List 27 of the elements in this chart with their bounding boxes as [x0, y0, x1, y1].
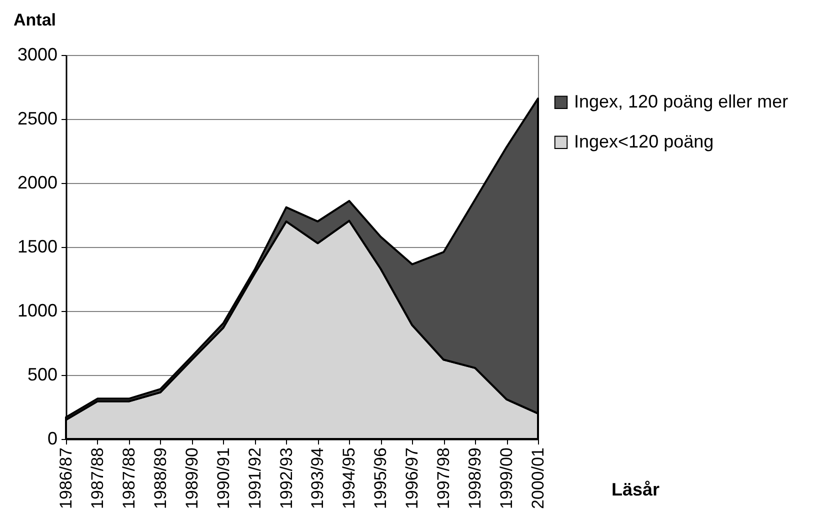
y-tick-label: 1000	[17, 300, 58, 320]
legend-label: Ingex<120 poäng	[574, 131, 714, 152]
x-tick-label: 1996/97	[402, 448, 422, 509]
x-axis-title: Läsår	[611, 480, 660, 500]
x-tick-label: 1997/98	[434, 448, 454, 509]
x-tick-label: 1993/94	[308, 448, 328, 509]
x-tick-label: 1989/90	[182, 448, 202, 509]
y-tick-label: 2500	[17, 108, 58, 128]
x-tick-label: 1988/89	[150, 448, 170, 509]
legend-label: Ingex, 120 poäng eller mer	[574, 91, 788, 112]
x-tick-label: 1992/93	[276, 448, 296, 509]
x-tick-label: 1998/99	[466, 448, 485, 509]
x-tick-label: 1987/88	[88, 448, 107, 509]
x-tick-label: 2000/01	[528, 448, 548, 509]
y-tick-label: 500	[27, 364, 58, 384]
x-tick-label: 1994/95	[340, 448, 359, 509]
x-tick-label: 1987/88	[119, 448, 138, 509]
x-tick-label: 1999/00	[497, 448, 516, 509]
y-tick-label: 1500	[17, 236, 58, 256]
y-tick-label: 0	[47, 428, 58, 448]
y-tick-label: 3000	[17, 44, 58, 64]
x-tick-label: 1990/91	[214, 448, 233, 509]
y-tick-label: 2000	[17, 172, 58, 192]
x-tick-label: 1986/87	[56, 448, 76, 509]
x-tick-label: 1991/92	[245, 448, 264, 509]
x-tick-label: 1995/96	[371, 448, 390, 509]
y-axis-title: Antal	[14, 10, 56, 30]
